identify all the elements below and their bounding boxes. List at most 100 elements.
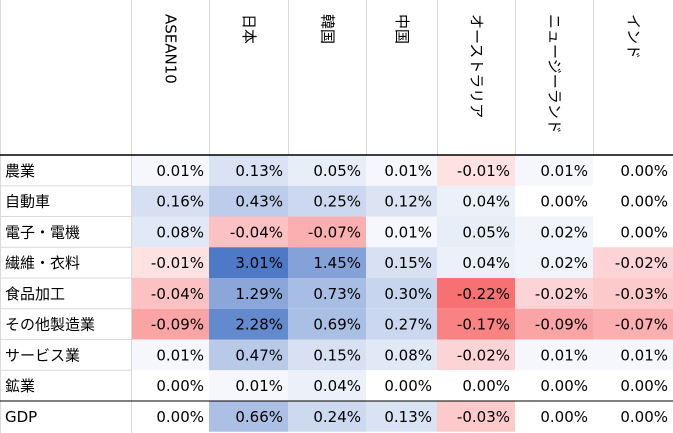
heatmap-cell: [131, 185, 209, 217]
heatmap-cell: [288, 155, 366, 186]
heatmap-cell: [288, 247, 366, 278]
data-label: -0.02%: [535, 285, 588, 303]
row-label: 繊維・衣料: [5, 254, 80, 272]
data-label: 0.24%: [313, 408, 361, 426]
heatmap-cell: [209, 339, 288, 371]
data-label: 0.00%: [156, 408, 204, 426]
data-label: 0.01%: [156, 162, 204, 180]
data-label: 0.00%: [540, 193, 588, 211]
heatmap-cell: [515, 308, 593, 340]
heatmap-cell: [437, 216, 515, 248]
heatmap-cell: [366, 216, 437, 248]
data-label: 0.47%: [235, 346, 283, 364]
heatmap-cell: [593, 155, 673, 186]
heatmap-cell: [209, 308, 288, 340]
row-label: 電子・電機: [5, 223, 80, 241]
heatmap-cell: [515, 247, 593, 278]
heatmap-cell: [131, 401, 209, 432]
data-label: 1.29%: [235, 285, 283, 303]
data-label: 0.02%: [540, 254, 588, 272]
heatmap-cell: [515, 401, 593, 432]
heatmap-cell: [593, 185, 673, 217]
data-label: 0.15%: [313, 346, 361, 364]
data-label: -0.07%: [308, 223, 361, 241]
data-label: 0.66%: [235, 408, 283, 426]
heatmap-cell: [366, 339, 437, 371]
heatmap-cell: [593, 370, 673, 401]
heatmap-cell: [209, 216, 288, 248]
data-label: 0.25%: [313, 193, 361, 211]
data-label: 0.04%: [462, 193, 510, 211]
heatmap-cell: [288, 278, 366, 309]
heatmap-cell: [437, 247, 515, 278]
data-label: 0.69%: [313, 316, 361, 334]
heatmap-cell: [593, 308, 673, 340]
column-header: 韓国: [319, 14, 337, 44]
data-label: -0.03%: [457, 408, 510, 426]
column-header: 日本: [240, 14, 258, 44]
data-label: -0.01%: [151, 254, 204, 272]
row-label: 食品加工: [5, 285, 65, 303]
heatmap-cell: [288, 339, 366, 371]
heatmap-cell: [209, 278, 288, 309]
heatmap-cell: [593, 216, 673, 248]
data-label: 0.00%: [620, 193, 668, 211]
heatmap-cell: [515, 185, 593, 217]
heatmap-cell: [366, 185, 437, 217]
heatmap-cell: [515, 155, 593, 186]
heatmap-cell: [437, 308, 515, 340]
heatmap-cell: [131, 308, 209, 340]
data-label: -0.03%: [615, 285, 668, 303]
heatmap-cell: [437, 370, 515, 401]
heatmap-cell: [593, 339, 673, 371]
heatmap-cell: [593, 401, 673, 432]
data-label: 0.13%: [235, 162, 283, 180]
heatmap-cell: [131, 155, 209, 186]
data-label: 0.00%: [540, 377, 588, 395]
column-header: ASEAN10: [162, 14, 180, 84]
data-label: 0.08%: [384, 346, 432, 364]
data-label: -0.17%: [457, 316, 510, 334]
heatmap-cell: [437, 155, 515, 186]
heatmap-cell: [366, 370, 437, 401]
heatmap-cell: [288, 370, 366, 401]
data-label: 0.00%: [620, 162, 668, 180]
data-label: 0.05%: [462, 223, 510, 241]
heatmap-cell: [131, 370, 209, 401]
data-label: 0.16%: [156, 193, 204, 211]
data-label: -0.09%: [535, 316, 588, 334]
row-label: その他製造業: [5, 316, 95, 334]
heatmap-cell: [366, 155, 437, 186]
data-label: 0.05%: [313, 162, 361, 180]
heatmap-cell: [366, 401, 437, 432]
data-label: 1.45%: [313, 254, 361, 272]
row-label: GDP: [5, 408, 37, 426]
data-label: 0.00%: [620, 408, 668, 426]
heatmap-cell: [209, 247, 288, 278]
data-label: 0.01%: [156, 346, 204, 364]
heatmap-cell: [437, 401, 515, 432]
heatmap-cell: [593, 247, 673, 278]
heatmap-cell: [209, 155, 288, 186]
data-label: 0.01%: [384, 162, 432, 180]
heatmap-cell: [288, 216, 366, 248]
data-label: 0.01%: [235, 377, 283, 395]
data-label: 2.28%: [235, 316, 283, 334]
heatmap-cell: [515, 216, 593, 248]
heatmap-cell: [437, 185, 515, 217]
data-label: 0.00%: [384, 377, 432, 395]
heatmap-cell: [131, 278, 209, 309]
data-label: -0.22%: [457, 285, 510, 303]
heatmap-cell: [288, 308, 366, 340]
heatmap-cell: [437, 339, 515, 371]
row-label: サービス業: [5, 346, 80, 364]
heatmap-cell: [288, 401, 366, 432]
heatmap-cell: [209, 401, 288, 432]
data-label: 0.04%: [462, 254, 510, 272]
data-label: 0.43%: [235, 193, 283, 211]
heatmap-cell: [209, 370, 288, 401]
heatmap-cell: [366, 308, 437, 340]
heatmap-cell: [209, 185, 288, 217]
